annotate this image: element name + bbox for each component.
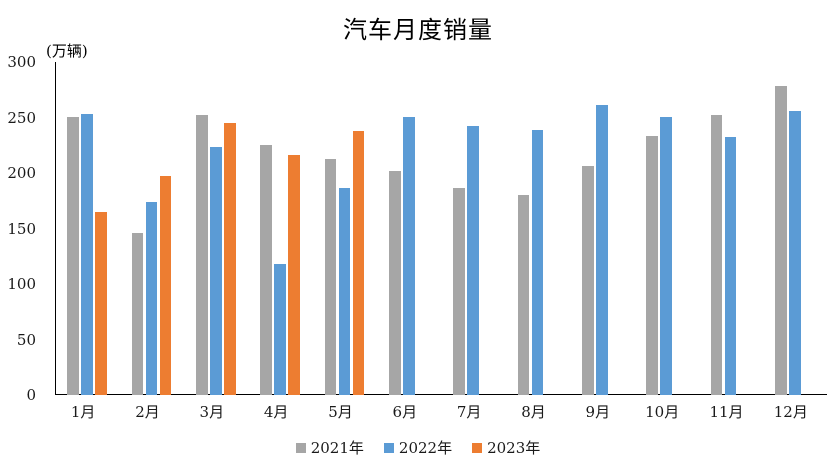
y-axis-tick-label: 200 [7,164,36,182]
x-axis-line [55,394,827,395]
bar [596,105,608,395]
y-axis-line [55,62,56,395]
legend-swatch-icon [383,442,394,453]
bar [467,126,479,395]
bar [352,130,365,395]
bar [159,175,172,395]
x-axis-tick-label: 6月 [392,403,418,421]
bar [389,171,401,395]
x-axis-tick-label: 8月 [521,403,546,421]
bar [660,116,672,395]
bar [224,122,236,395]
x-axis-tick-label: 7月 [456,403,482,421]
legend-swatch-icon [295,442,306,453]
chart-title: 汽车月度销量 [343,16,493,44]
bar [274,263,286,395]
bar [260,145,272,395]
bar [453,188,465,395]
x-axis-tick-label: 11月 [709,403,744,421]
bar [789,111,801,395]
y-axis-tick-label: 300 [7,53,36,71]
y-axis-tick-label: 50 [16,330,36,349]
y-axis-tick-label: 250 [7,108,36,127]
y-axis-tick-label: 150 [7,219,36,238]
bar [288,155,300,395]
legend-item: 2022年 [383,437,453,458]
bar [145,202,158,395]
legend-label: 2021年 [310,439,364,457]
y-axis-tick-label: 100 [7,275,36,293]
legend: 2021年 2022年 2023年 [0,437,836,458]
bar [67,117,79,395]
x-axis-tick-label: 2月 [135,403,160,421]
x-axis-tick-label: 4月 [263,403,289,421]
legend-item: 2023年 [472,437,540,458]
x-axis-tick-label: 10月 [645,403,680,421]
legend-label: 2022年 [398,439,453,457]
bar [646,136,658,395]
bar [710,115,723,395]
y-axis-tick-label: 0 [26,386,36,404]
x-axis-tick-label: 12月 [773,403,808,421]
bar [775,85,787,395]
bar [324,158,337,395]
bar [95,211,107,395]
x-axis-tick-label: 9月 [585,403,611,421]
bar [531,130,544,395]
x-axis-tick-label: 1月 [70,403,96,421]
bar [81,114,93,395]
x-axis-tick-label: 3月 [199,403,225,421]
legend-item: 2021年 [295,437,364,458]
bar [517,195,530,395]
bar [196,114,208,395]
x-axis-tick-label: 5月 [328,403,353,421]
bar [403,117,415,395]
bar [131,233,144,395]
bar [210,147,222,395]
bar [582,165,594,395]
bar [338,188,351,395]
legend-swatch-icon [472,442,483,453]
y-axis-unit-label: (万辆) [46,42,88,60]
bar [724,136,737,395]
legend-label: 2023年 [487,439,541,457]
